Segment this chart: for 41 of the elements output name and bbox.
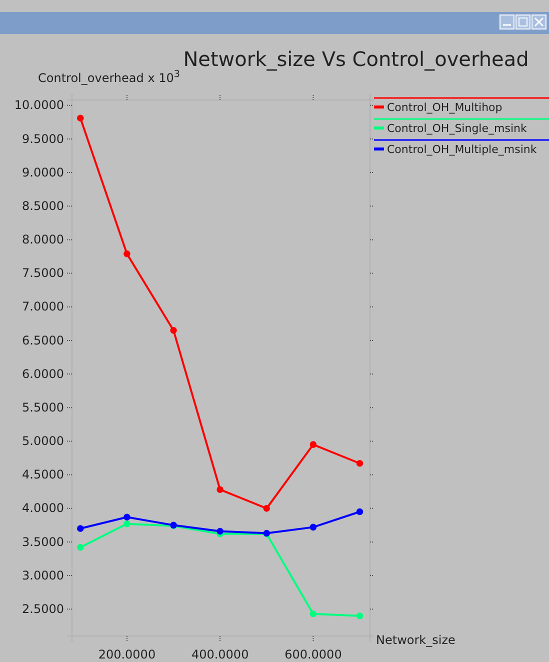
y-tick-label: 6.0000	[22, 366, 64, 381]
point	[310, 524, 317, 531]
legend-label: Control_OH_Single_msink	[387, 122, 528, 135]
y-tick-label: 5.0000	[22, 434, 64, 448]
point	[216, 486, 224, 493]
y-tick-label: 8.0000	[22, 232, 64, 247]
y-tick-label: 3.5000	[22, 534, 64, 549]
point	[216, 528, 224, 535]
legend-label: Control_OH_Multihop	[387, 101, 502, 114]
y-tick-label: 7.5000	[22, 266, 64, 280]
point	[124, 250, 130, 258]
point	[310, 441, 317, 448]
x-tick-label: 200.0000	[98, 648, 156, 662]
point	[310, 610, 317, 618]
point	[124, 520, 130, 528]
y-tick-label: 7.0000	[22, 300, 64, 314]
point	[76, 544, 84, 551]
y-tick-label: 4.0000	[22, 501, 64, 516]
y-tick-label: 4.5000	[22, 468, 64, 482]
x-tick-label: 600.0000	[284, 648, 342, 662]
point	[76, 525, 84, 532]
point	[356, 508, 364, 516]
x-axis-title: Network_size	[376, 633, 456, 647]
y-tick-label: 10.0000	[14, 98, 64, 112]
point	[76, 114, 84, 122]
x-tick-label: 400.0000	[191, 648, 249, 662]
chart-title: Network_size Vs Control_overhead	[183, 47, 529, 71]
point	[170, 327, 177, 334]
y-tick-label: 8.5000	[22, 198, 64, 213]
y-tick-label: 6.5000	[22, 333, 64, 348]
y-axis-title: Control_overhead x 10$^{3}$	[38, 68, 180, 85]
point	[356, 612, 364, 620]
y-tick-label: 9.5000	[22, 132, 64, 146]
point	[356, 460, 364, 467]
y-tick-label: 5.5000	[22, 400, 64, 414]
point	[263, 505, 270, 512]
y-tick-label: 2.5000	[22, 602, 64, 616]
y-tick-label: 9.0000	[22, 165, 64, 180]
point	[124, 514, 130, 520]
legend-label: Control_OH_Multiple_msink	[387, 143, 538, 156]
y-tick-label: 3.0000	[22, 568, 64, 582]
